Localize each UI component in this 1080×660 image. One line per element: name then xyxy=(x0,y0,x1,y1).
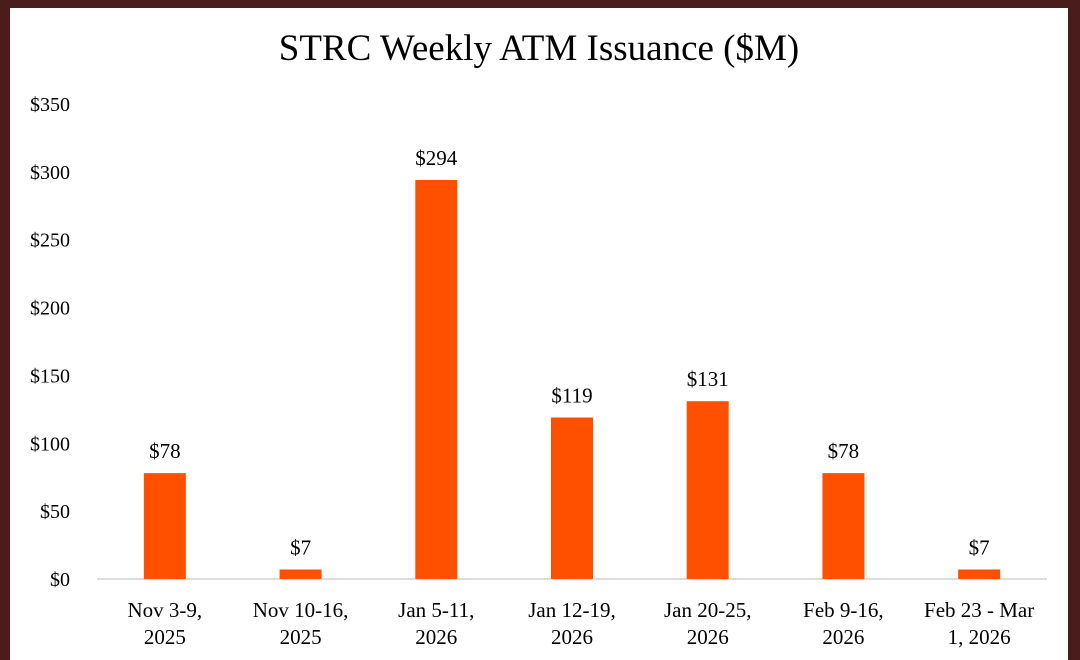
bar xyxy=(551,417,593,579)
y-axis: $0 $50 $100 $150 $200 $250 $300 $350 xyxy=(30,94,70,591)
x-category-label: Jan 20-25, 2026 xyxy=(664,598,752,649)
x-category-label-line: 2026 xyxy=(687,625,729,649)
x-category-label-line: Feb 9-16, xyxy=(803,598,884,622)
y-tick-label: $150 xyxy=(30,365,70,387)
x-category-label-line: Jan 5-11, xyxy=(398,598,474,622)
x-category-label: Feb 9-16, 2026 xyxy=(803,598,884,649)
x-category-label-line: 2026 xyxy=(415,625,457,649)
y-tick-label: $100 xyxy=(30,433,70,455)
x-category-label-line: 1, 2026 xyxy=(948,625,1011,649)
y-tick-label: $0 xyxy=(50,569,70,591)
data-labels: $78 $7 $294 $119 $131 $78 $7 xyxy=(149,146,990,560)
bar-chart: STRC Weekly ATM Issuance ($M) $0$50$100$… xyxy=(30,28,1047,649)
data-label: $7 xyxy=(969,536,990,560)
bar xyxy=(958,569,1001,579)
x-category-label: Jan 5-11, 2026 xyxy=(398,598,474,649)
bar-series xyxy=(143,180,1001,579)
x-category-label-line: 2026 xyxy=(551,625,593,649)
x-category-label: Nov 10-16, 2025 xyxy=(253,598,349,649)
y-tick-label: $250 xyxy=(30,230,70,252)
bar xyxy=(279,569,322,579)
y-tick-label: $200 xyxy=(30,298,70,320)
bar xyxy=(822,473,865,579)
y-tick-label: $300 xyxy=(30,162,70,184)
data-label: $131 xyxy=(687,367,729,391)
data-label: $78 xyxy=(828,439,860,463)
x-category-label: Nov 3-9, 2025 xyxy=(128,598,203,649)
data-label: $78 xyxy=(149,439,181,463)
x-category-label-line: Jan 20-25, xyxy=(664,598,752,622)
x-category-label: Jan 12-19, 2026 xyxy=(528,598,616,649)
x-category-label-line: Nov 3-9, xyxy=(128,598,203,622)
chart-panel: STRC Weekly ATM Issuance ($M) $0 $50 $100 $… xyxy=(10,8,1068,660)
x-category-label: Feb 23 - Mar 1, 2026 xyxy=(924,598,1034,649)
x-category-label-line: Jan 12-19, xyxy=(528,598,616,622)
bar xyxy=(143,473,186,579)
x-category-label-line: 2025 xyxy=(280,625,322,649)
x-category-label-line: 2025 xyxy=(144,625,186,649)
bar xyxy=(415,180,458,579)
y-tick-label: $350 xyxy=(30,94,70,116)
x-category-label-line: Feb 23 - Mar xyxy=(924,598,1034,622)
bar xyxy=(686,401,729,579)
data-label: $7 xyxy=(290,536,311,560)
chart-title: STRC Weekly ATM Issuance ($M) xyxy=(279,28,799,69)
y-tick-label: $50 xyxy=(40,501,70,523)
x-category-label-line: Nov 10-16, xyxy=(253,598,349,622)
data-label: $119 xyxy=(551,384,592,408)
x-category-label-line: 2026 xyxy=(822,625,864,649)
data-label: $294 xyxy=(415,146,458,170)
